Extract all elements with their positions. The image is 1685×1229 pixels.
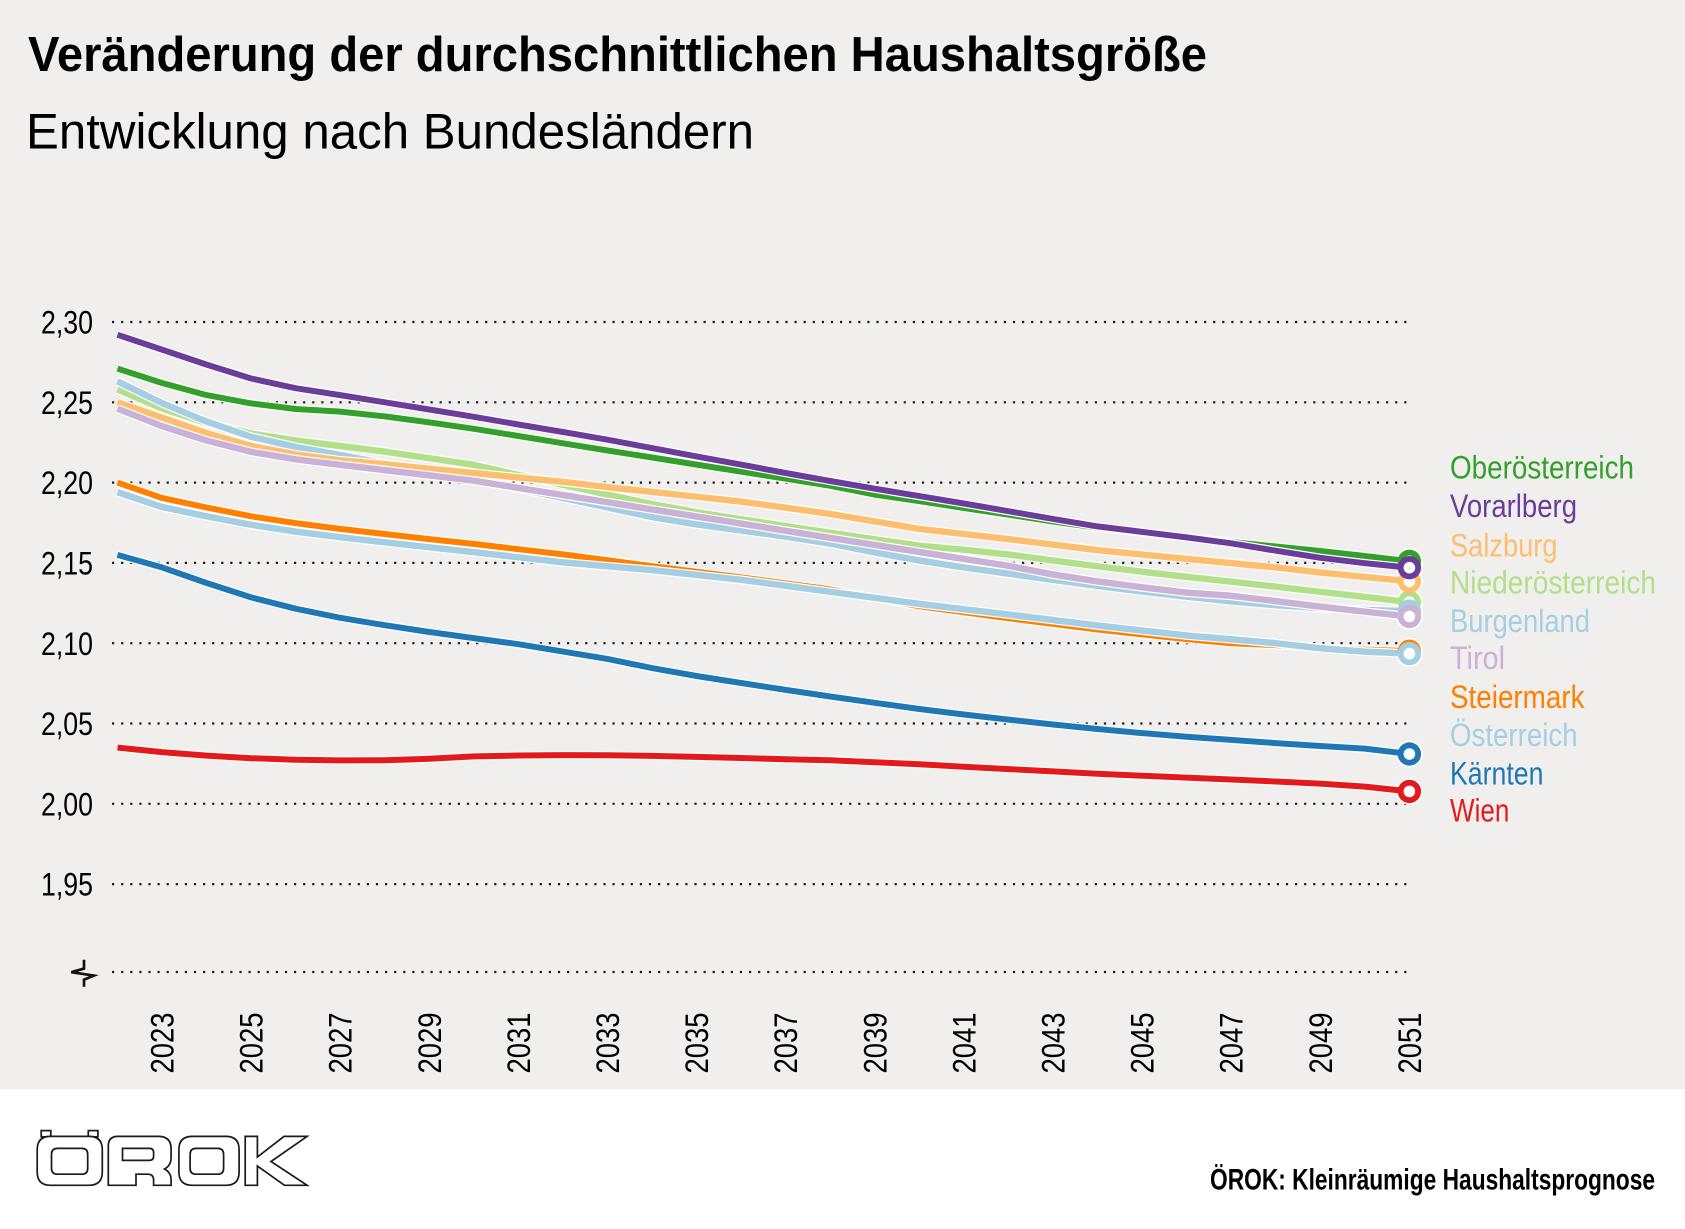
svg-text:2045: 2045 — [1125, 1013, 1161, 1074]
svg-text:2027: 2027 — [323, 1013, 359, 1074]
svg-text:2031: 2031 — [501, 1013, 537, 1074]
svg-text:2,25: 2,25 — [41, 385, 93, 421]
svg-text:2,15: 2,15 — [41, 546, 93, 582]
svg-text:Veränderung der durchschnittli: Veränderung der durchschnittlichen Haush… — [28, 27, 1207, 82]
svg-text:Tirol: Tirol — [1450, 640, 1505, 676]
svg-text:2051: 2051 — [1392, 1013, 1428, 1074]
svg-text:Kärnten: Kärnten — [1450, 756, 1543, 792]
svg-text:Wien: Wien — [1450, 793, 1509, 829]
svg-text:2023: 2023 — [145, 1013, 181, 1074]
svg-text:Österreich: Österreich — [1450, 717, 1578, 753]
svg-text:2049: 2049 — [1303, 1013, 1339, 1074]
svg-text:2,20: 2,20 — [41, 465, 93, 501]
svg-text:Steiermark: Steiermark — [1450, 679, 1585, 715]
svg-text:Niederösterreich: Niederösterreich — [1450, 564, 1656, 600]
svg-text:2035: 2035 — [679, 1013, 715, 1074]
svg-text:2047: 2047 — [1214, 1013, 1250, 1074]
svg-text:Vorarlberg: Vorarlberg — [1450, 488, 1577, 524]
svg-text:2,10: 2,10 — [41, 626, 93, 662]
svg-text:2043: 2043 — [1036, 1013, 1072, 1074]
svg-text:Oberösterreich: Oberösterreich — [1450, 450, 1634, 486]
svg-text:2041: 2041 — [946, 1013, 982, 1074]
svg-text:2,30: 2,30 — [41, 305, 93, 341]
svg-text:1,95: 1,95 — [41, 867, 93, 903]
svg-text:2033: 2033 — [590, 1013, 626, 1074]
svg-text:Salzburg: Salzburg — [1450, 528, 1558, 564]
svg-text:Entwicklung nach Bundesländern: Entwicklung nach Bundesländern — [26, 104, 754, 160]
svg-text:2025: 2025 — [234, 1013, 270, 1074]
svg-text:2,05: 2,05 — [41, 706, 93, 742]
svg-text:Burgenland: Burgenland — [1450, 603, 1590, 639]
svg-text:2,00: 2,00 — [41, 786, 93, 822]
svg-text:ÖROK: Kleinräumige Haushaltspr: ÖROK: Kleinräumige Haushaltsprognose — [1210, 1163, 1655, 1196]
svg-text:2029: 2029 — [412, 1013, 448, 1074]
svg-text:2039: 2039 — [857, 1013, 893, 1074]
svg-text:2037: 2037 — [768, 1013, 804, 1074]
